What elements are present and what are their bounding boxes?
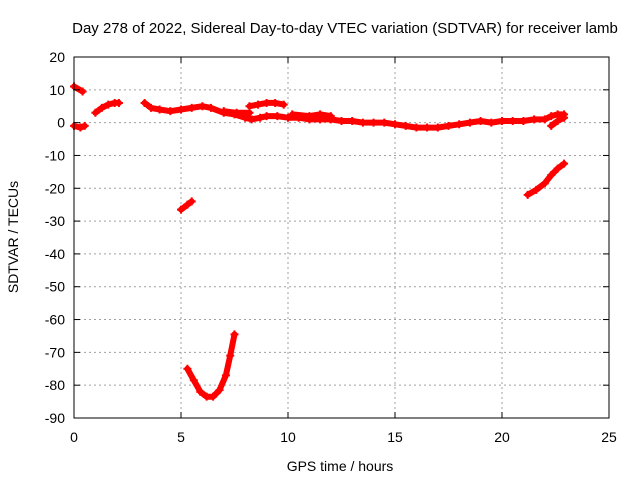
data-point [104,100,113,109]
data-point [380,118,389,127]
data-point [337,116,346,125]
y-tick-label: -70 [45,344,65,360]
y-tick-label: -10 [45,147,65,163]
chart-title: Day 278 of 2022, Sidereal Day-to-day VTE… [72,20,618,37]
data-point [305,112,314,121]
data-point [196,387,205,396]
data-point [523,190,532,199]
data-point [358,118,367,127]
data-point [288,110,297,119]
y-tick-label: 0 [57,115,65,131]
data-point [273,112,282,121]
data-point [391,120,399,129]
data-point [487,118,496,127]
data-point [262,98,271,107]
data-point [547,121,556,130]
data-point [423,123,432,132]
data-point [444,121,453,130]
plot-frame [73,56,610,419]
y-tick-label: -50 [45,279,65,295]
data-point [183,364,192,373]
data-point [553,116,562,125]
data-point [114,98,123,107]
data-point [560,113,569,122]
data-point [76,123,85,132]
data-point [316,110,325,119]
y-tick-label: -30 [45,213,65,229]
data-point [530,115,539,124]
data-point [221,371,230,380]
data-point [465,118,474,127]
data-point [215,386,224,395]
x-tick-label: 15 [387,429,403,445]
data-point [326,112,335,121]
data-point [187,197,196,206]
y-axis-title: SDTVAR / TECUs [5,181,21,293]
y-tick-label: -40 [45,246,65,262]
x-tick-label: 0 [70,429,78,445]
data-point [279,100,288,109]
data-point [155,105,164,114]
data-point [540,115,549,124]
data-point [560,159,569,168]
y-tick-label: -60 [45,312,65,328]
data-point [232,108,241,117]
data-point [476,116,485,125]
axis-ticks: 20 10 0 -10 -20 -30 -40 -50 -60 -70 -80 -90 0 5 10 15 20… [45,49,617,445]
data-point [262,112,271,121]
data-point [412,123,421,132]
data-point [219,107,228,116]
data-point [78,87,87,96]
series-sdtvar [70,82,569,401]
data-point [183,200,192,209]
data-point [187,103,196,112]
y-tick-label: -90 [45,410,65,426]
x-tick-label: 25 [601,429,617,445]
data-point [553,164,562,173]
x-tick-label: 5 [177,429,185,445]
data-point [284,113,292,122]
x-tick-label: 10 [280,429,296,445]
data-point [80,121,89,130]
data-point [369,118,378,127]
data-point [271,98,280,107]
data-point [177,105,185,114]
data-point [401,121,410,130]
data-point [348,116,357,125]
data-point [230,330,239,339]
y-tick-label: -80 [45,377,65,393]
data-point [226,351,235,360]
x-tick-label: 20 [494,429,510,445]
data-point [166,107,175,116]
data-point [147,103,156,112]
y-tick-label: 10 [49,82,65,98]
data-point [245,102,254,111]
data-point [532,185,541,194]
data-point [508,116,517,125]
data-point [256,113,265,122]
data-point [547,171,556,180]
y-tick-label: 20 [49,49,65,65]
data-point [519,116,528,125]
data-point [547,112,556,121]
data-point [206,103,215,112]
data-point [540,179,549,188]
data-point [433,123,442,132]
data-point [189,376,198,385]
y-tick-label: -20 [45,180,65,196]
x-axis-title: GPS time / hours [287,458,394,474]
data-point [91,108,100,117]
data-segment-10 [184,331,238,400]
data-point [498,116,506,125]
data-point [254,100,263,109]
data-segment-7 [289,111,334,120]
data-point [198,102,207,111]
data-point [209,392,218,401]
data-point [455,120,464,129]
data-point [140,98,149,107]
data-point [177,205,185,214]
data-point [247,115,256,124]
data-point [97,103,106,112]
